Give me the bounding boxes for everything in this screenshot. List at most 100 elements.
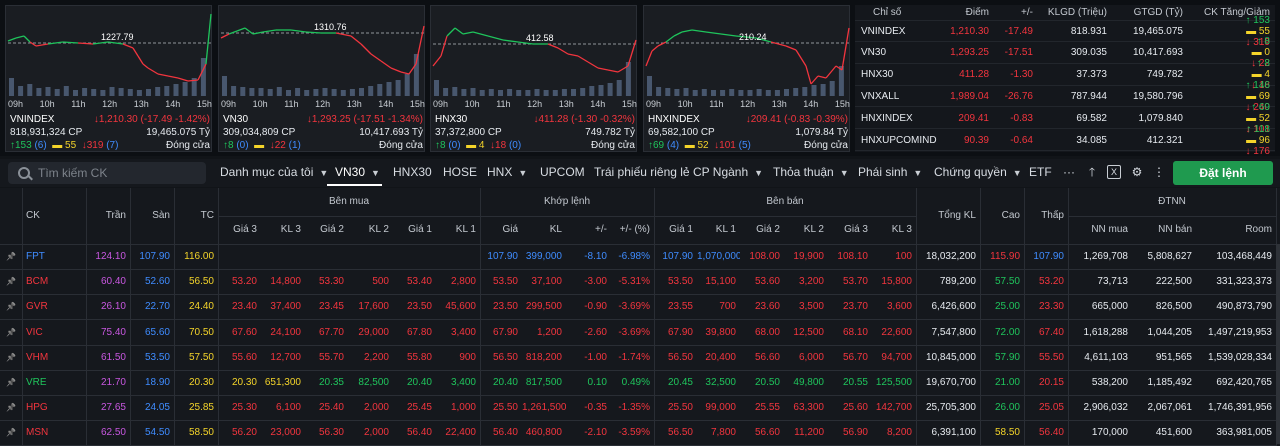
tab-hose[interactable]: HOSE bbox=[443, 165, 478, 179]
pin-icon[interactable]: 📌 bbox=[6, 403, 16, 413]
col-header-ck[interactable]: CK bbox=[26, 210, 40, 221]
ask-price[interactable]: 56.60 bbox=[754, 351, 780, 363]
col-header-bk3[interactable]: KL 3 bbox=[280, 224, 301, 235]
ask-price[interactable]: 108.10 bbox=[837, 251, 868, 262]
ask-price[interactable]: 25.50 bbox=[667, 402, 693, 414]
bid-volume[interactable] bbox=[261, 244, 305, 269]
col-header-gia[interactable]: Giá bbox=[502, 224, 518, 235]
bid-price[interactable]: 56.40 bbox=[406, 427, 432, 439]
col-header-room[interactable]: Room bbox=[1245, 224, 1272, 235]
ask-volume[interactable]: 6,000 bbox=[798, 351, 824, 363]
col-header-ceiling[interactable]: Trần bbox=[105, 210, 126, 221]
ask-volume[interactable]: 3,600 bbox=[886, 301, 912, 313]
stock-symbol[interactable]: VIC bbox=[26, 326, 43, 338]
bid-volume[interactable]: 23,000 bbox=[270, 427, 301, 439]
index-chart-panel[interactable]: 210.24 09h 10h 11h 12h 13h 14h 15h HNXINDEX ↓2… bbox=[643, 5, 850, 152]
search-input[interactable]: Tìm kiếm CK bbox=[8, 162, 206, 184]
ask-price[interactable]: 67.90 bbox=[667, 326, 693, 338]
ask-price[interactable]: 68.00 bbox=[754, 326, 780, 338]
bid-price[interactable]: 55.70 bbox=[318, 351, 344, 363]
bid-volume[interactable]: 24,100 bbox=[270, 326, 301, 338]
index-table-row[interactable]: HNX30 411.28 -1.30 37.373 749.782 ↑ 8 ▬ … bbox=[855, 58, 1275, 91]
tab-hnx[interactable]: HNX ▼ bbox=[487, 165, 527, 179]
tab-etf[interactable]: ETF bbox=[1029, 165, 1052, 179]
ask-volume[interactable]: 3,200 bbox=[798, 276, 824, 288]
tab-hnx30[interactable]: HNX30 bbox=[393, 165, 432, 179]
tab-derivatives[interactable]: Phái sinh ▼ bbox=[858, 165, 922, 179]
col-header-chg[interactable]: +/- bbox=[595, 224, 607, 235]
col-header-b3[interactable]: Giá 3 bbox=[233, 224, 257, 235]
ask-price[interactable]: 23.55 bbox=[667, 301, 693, 313]
col-header-sk2[interactable]: KL 2 bbox=[803, 224, 824, 235]
col-header-sk3[interactable]: KL 3 bbox=[891, 224, 912, 235]
col-header-reference[interactable]: TC bbox=[200, 210, 214, 221]
bid-price[interactable]: 53.20 bbox=[231, 276, 257, 288]
bid-price[interactable]: 25.45 bbox=[406, 402, 432, 414]
bid-volume[interactable] bbox=[436, 244, 480, 269]
bid-price[interactable]: 56.20 bbox=[231, 427, 257, 439]
col-header-total-volume[interactable]: Tổng KL bbox=[938, 210, 976, 221]
bid-price[interactable]: 67.60 bbox=[231, 326, 257, 338]
stock-symbol[interactable]: HPG bbox=[26, 402, 48, 414]
col-header-s2[interactable]: Giá 2 bbox=[756, 224, 780, 235]
tab-my-watchlist[interactable]: Danh mục của tôi ▼ bbox=[220, 165, 328, 179]
col-header-kl[interactable]: KL bbox=[549, 224, 562, 235]
index-table-row[interactable]: VNXALL 1,989.04 -26.76 787.944 19,580.79… bbox=[855, 80, 1275, 113]
group-header-buy[interactable]: Bên mua bbox=[328, 196, 370, 207]
stock-symbol[interactable]: VHM bbox=[26, 351, 49, 363]
pin-icon[interactable]: 📌 bbox=[6, 277, 16, 287]
bid-volume[interactable]: 500 bbox=[372, 276, 389, 288]
bid-volume[interactable]: 12,700 bbox=[270, 351, 301, 363]
ask-price[interactable]: 20.55 bbox=[842, 377, 868, 388]
bid-volume[interactable]: 82,500 bbox=[358, 377, 389, 388]
ask-volume[interactable]: 99,000 bbox=[705, 402, 736, 414]
bid-volume[interactable]: 2,000 bbox=[363, 427, 389, 439]
col-header-low[interactable]: Thấp bbox=[1041, 210, 1064, 221]
bid-volume[interactable]: 3,400 bbox=[450, 326, 476, 338]
stock-symbol[interactable]: GVR bbox=[26, 301, 48, 313]
bid-price[interactable]: 67.80 bbox=[406, 326, 432, 338]
bid-volume[interactable]: 2,000 bbox=[363, 402, 389, 414]
index-chart-panel[interactable]: 1310.76 09h 10h 11h 12h 13h 14h 15h VN30 ↓1,29… bbox=[218, 5, 425, 152]
vertical-scrollbar[interactable] bbox=[1276, 244, 1280, 444]
place-order-button[interactable]: Đặt lệnh bbox=[1173, 161, 1273, 185]
bid-price[interactable]: 23.45 bbox=[318, 301, 344, 313]
ask-price[interactable]: 107.90 bbox=[662, 251, 693, 262]
stock-symbol[interactable]: FPT bbox=[26, 251, 45, 262]
pin-icon[interactable]: 📌 bbox=[6, 352, 16, 362]
stock-symbol[interactable]: VRE bbox=[26, 377, 47, 388]
ask-volume[interactable]: 7,800 bbox=[710, 427, 736, 439]
group-header-matched[interactable]: Khớp lệnh bbox=[543, 196, 591, 207]
ask-price[interactable]: 56.60 bbox=[754, 427, 780, 439]
bid-price[interactable]: 67.70 bbox=[318, 326, 344, 338]
bid-volume[interactable]: 45,600 bbox=[445, 301, 476, 313]
bid-price[interactable] bbox=[393, 244, 436, 269]
ask-volume[interactable]: 3,500 bbox=[798, 301, 824, 313]
ask-volume[interactable]: 15,800 bbox=[881, 276, 912, 288]
ask-volume[interactable]: 39,800 bbox=[705, 326, 736, 338]
tab-negotiated[interactable]: Thỏa thuận ▼ bbox=[773, 165, 849, 179]
col-header-nnm[interactable]: NN mua bbox=[1091, 224, 1128, 235]
pin-icon[interactable]: 📌 bbox=[6, 378, 16, 387]
bid-volume[interactable]: 37,400 bbox=[270, 301, 301, 313]
pin-icon[interactable]: 📌 bbox=[6, 302, 16, 312]
tab-vn30[interactable]: VN30 ▼ bbox=[335, 165, 380, 179]
col-header-floor[interactable]: Sàn bbox=[152, 210, 170, 221]
ask-price[interactable]: 108.00 bbox=[749, 251, 780, 262]
ask-price[interactable]: 56.50 bbox=[667, 427, 693, 439]
bid-price[interactable]: 20.35 bbox=[318, 377, 344, 388]
bid-price[interactable]: 23.40 bbox=[231, 301, 257, 313]
ask-volume[interactable]: 125,500 bbox=[875, 377, 912, 388]
more-vertical-icon[interactable]: ⋮ bbox=[1153, 165, 1165, 179]
group-header-sell[interactable]: Bên bán bbox=[766, 196, 804, 207]
ask-price[interactable]: 25.55 bbox=[754, 402, 780, 414]
bid-price[interactable]: 53.30 bbox=[318, 276, 344, 288]
ask-volume[interactable]: 94,700 bbox=[881, 351, 912, 363]
bid-volume[interactable]: 900 bbox=[459, 351, 476, 363]
bid-price[interactable]: 53.40 bbox=[406, 276, 432, 288]
bid-volume[interactable]: 651,300 bbox=[264, 377, 301, 388]
ask-price[interactable]: 20.45 bbox=[667, 377, 693, 388]
col-header-bk2[interactable]: KL 2 bbox=[368, 224, 389, 235]
bid-price[interactable]: 20.30 bbox=[231, 377, 257, 388]
col-header-sk1[interactable]: KL 1 bbox=[715, 224, 736, 235]
